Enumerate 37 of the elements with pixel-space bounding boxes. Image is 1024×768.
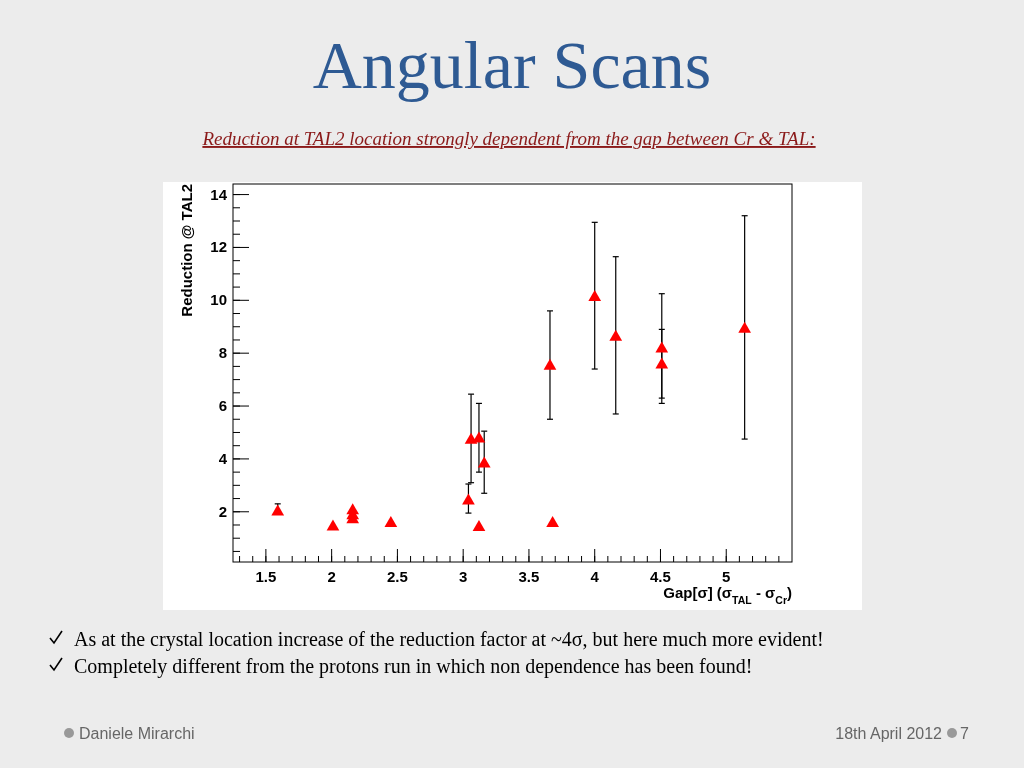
y-tick-label: 6 (218, 397, 227, 415)
x-tick-label: 5 (722, 568, 731, 585)
y-tick-label: 10 (210, 291, 227, 309)
text: 18th April 2012 (835, 725, 943, 742)
y-tick-label: 8 (218, 344, 227, 362)
y-tick-label: 2 (218, 502, 227, 520)
x-tick-label: 4 (590, 568, 600, 585)
point (609, 329, 623, 341)
x-axis-title: Gap[σ] (σ$_{TAL}$ - σ$_{Cr}$) (663, 584, 792, 606)
text: Daniele Mirarchi (79, 725, 195, 742)
point (472, 431, 486, 443)
chart-title: Angular Scans (312, 27, 712, 103)
text: As at the crystal location increase of the reduction factor at ~4σ, but here much more evident! (74, 628, 824, 651)
x-tick-label: 3 (459, 568, 468, 585)
y-tick-label: 12 (210, 238, 227, 256)
y-tick-label: 4 (218, 449, 228, 467)
point (546, 516, 559, 528)
x-tick-label: 2.5 (386, 568, 408, 585)
point (588, 290, 602, 302)
point (655, 341, 669, 353)
x-tick-label: 3.5 (518, 568, 540, 585)
point (462, 493, 475, 505)
y-axis-title: Reduction @ TAL2 (178, 184, 195, 317)
point (384, 516, 398, 528)
point (326, 519, 340, 531)
text: Completely different from the protons run in which non dependence has been found! (74, 655, 753, 678)
point (543, 358, 557, 370)
chart-subtitle: Reduction at TAL2 location strongly dependent from the gap between Cr & TAL: (201, 128, 816, 149)
point (655, 357, 669, 369)
text: 7 (960, 725, 969, 742)
point (477, 456, 491, 468)
x-tick-label: 4.5 (650, 568, 671, 585)
x-tick-label: 2 (327, 568, 336, 585)
x-tick-label: 1.5 (255, 568, 277, 585)
y-tick-label: 14 (210, 185, 228, 203)
point (472, 519, 486, 531)
point (738, 321, 752, 333)
